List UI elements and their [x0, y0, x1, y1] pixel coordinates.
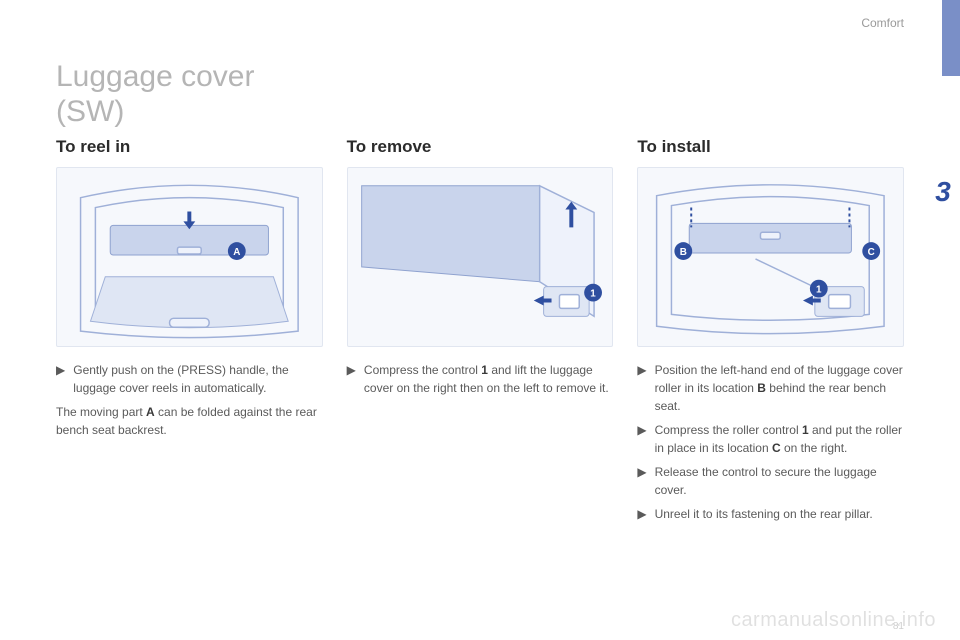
illustration-reel-in: A: [57, 168, 322, 346]
bullet-install-3: ▶ Release the control to secure the lugg…: [637, 463, 904, 499]
t-bold: C: [772, 441, 781, 455]
note-reel: The moving part A can be folded against …: [56, 403, 323, 439]
content-columns: To reel in A: [56, 137, 904, 529]
bullet-install-1: ▶ Position the left-hand end of the lugg…: [637, 361, 904, 415]
text-remove: ▶ Compress the control 1 and lift the lu…: [347, 361, 614, 397]
heading-remove: To remove: [347, 137, 614, 157]
text-reel-in: ▶ Gently push on the (PRESS) handle, the…: [56, 361, 323, 439]
section-label: Comfort: [861, 16, 904, 30]
label-c: C: [868, 247, 875, 258]
col-reel-in: To reel in A: [56, 137, 323, 529]
t: Compress the control: [364, 363, 481, 377]
manual-page: Comfort 3 Luggage cover (SW) To reel in: [0, 0, 960, 640]
heading-reel-in: To reel in: [56, 137, 323, 157]
illustration-install: B C 1: [638, 168, 903, 346]
bullet-mark: ▶: [637, 361, 646, 415]
bullet-mark: ▶: [56, 361, 65, 397]
bullet-mark: ▶: [637, 505, 646, 523]
col-install: To install B: [637, 137, 904, 529]
label-a: A: [233, 247, 240, 258]
t-bold: 1: [481, 363, 488, 377]
t-bold: B: [757, 381, 766, 395]
text-install: ▶ Position the left-hand end of the lugg…: [637, 361, 904, 523]
t: on the right.: [781, 441, 848, 455]
col-remove: To remove 1: [347, 137, 614, 529]
figure-remove: 1: [347, 167, 614, 347]
label-b: B: [680, 247, 687, 258]
page-title: Luggage cover (SW): [56, 60, 904, 129]
watermark: carmanualsonline.info: [731, 609, 936, 632]
label-1-install: 1: [816, 285, 822, 296]
title-line-2: (SW): [56, 95, 124, 128]
note-bold-a: A: [146, 405, 155, 419]
bullet-reel-1: ▶ Gently push on the (PRESS) handle, the…: [56, 361, 323, 397]
bullet-mark: ▶: [347, 361, 356, 397]
bullet-text: Compress the roller control 1 and put th…: [655, 421, 904, 457]
t: Compress the roller control: [655, 423, 802, 437]
chapter-badge: 3: [926, 170, 960, 214]
bullet-install-4: ▶ Unreel it to its fastening on the rear…: [637, 505, 904, 523]
bullet-text: Position the left-hand end of the luggag…: [655, 361, 904, 415]
t-bold: 1: [802, 423, 809, 437]
label-1-remove: 1: [590, 289, 596, 300]
note-pre: The moving part: [56, 405, 146, 419]
illustration-remove: 1: [348, 168, 613, 346]
figure-reel-in: A: [56, 167, 323, 347]
bullet-mark: ▶: [637, 421, 646, 457]
heading-install: To install: [637, 137, 904, 157]
bullet-text: Gently push on the (PRESS) handle, the l…: [73, 361, 322, 397]
bullet-text: Compress the control 1 and lift the lugg…: [364, 361, 613, 397]
bullet-install-2: ▶ Compress the roller control 1 and put …: [637, 421, 904, 457]
title-line-1: Luggage cover: [56, 60, 255, 93]
bullet-text: Release the control to secure the luggag…: [655, 463, 904, 499]
chapter-number: 3: [935, 176, 951, 208]
bullet-mark: ▶: [637, 463, 646, 499]
top-right-stripe: [942, 0, 960, 76]
figure-install: B C 1: [637, 167, 904, 347]
bullet-remove-1: ▶ Compress the control 1 and lift the lu…: [347, 361, 614, 397]
bullet-text: Unreel it to its fastening on the rear p…: [655, 505, 904, 523]
